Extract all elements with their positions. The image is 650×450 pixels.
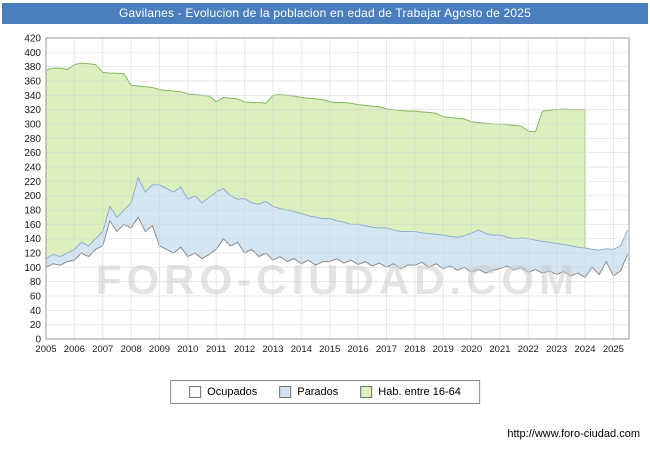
y-tick-label: 400	[24, 48, 41, 59]
y-tick-label: 320	[24, 105, 41, 116]
legend-swatch-hab	[360, 386, 373, 398]
x-tick-label: 2008	[121, 344, 142, 355]
x-tick-label: 2016	[347, 344, 368, 355]
x-tick-label: 2007	[92, 344, 113, 355]
x-tick-label: 2010	[177, 344, 198, 355]
x-tick-label: 2023	[546, 344, 567, 355]
legend-swatch-parados	[279, 386, 292, 398]
y-tick-label: 360	[24, 77, 41, 88]
legend-item-ocupados: Ocupados	[189, 386, 257, 398]
x-tick-label: 2021	[489, 344, 510, 355]
x-tick-label: 2025	[603, 344, 624, 355]
x-tick-label: 2014	[291, 344, 312, 355]
x-tick-label: 2009	[149, 344, 170, 355]
x-tick-label: 2019	[433, 344, 454, 355]
x-tick-label: 2017	[376, 344, 397, 355]
x-tick-label: 2024	[574, 344, 595, 355]
y-tick-label: 20	[30, 320, 42, 331]
y-tick-label: 240	[24, 163, 41, 174]
y-tick-label: 60	[30, 292, 42, 303]
y-tick-label: 80	[30, 277, 42, 288]
y-tick-label: 260	[24, 148, 41, 159]
y-tick-label: 0	[35, 335, 41, 346]
y-tick-label: 380	[24, 62, 41, 73]
legend-item-parados: Parados	[279, 386, 338, 398]
chart-title-bar: Gavilanes - Evolucion de la poblacion en…	[2, 3, 648, 24]
x-tick-label: 2011	[206, 344, 226, 355]
y-tick-label: 140	[24, 234, 41, 245]
watermark-text: FORO-CIUDAD.COM	[96, 256, 579, 303]
y-tick-label: 100	[24, 263, 41, 274]
legend-label-hab: Hab. entre 16-64	[378, 386, 461, 398]
y-tick-label: 420	[24, 34, 41, 45]
x-tick-label: 2020	[461, 344, 482, 355]
x-tick-label: 2013	[262, 344, 283, 355]
y-tick-label: 120	[24, 249, 41, 260]
plot-border	[45, 37, 630, 340]
y-tick-label: 180	[24, 206, 41, 217]
x-tick-label: 2006	[64, 344, 85, 355]
ocupados-line	[45, 216, 629, 279]
y-tick-label: 280	[24, 134, 41, 145]
legend-item-hab: Hab. entre 16-64	[360, 386, 461, 398]
x-tick-label: 2012	[234, 344, 255, 355]
x-tick-label: 2005	[35, 344, 56, 355]
x-tick-label: 2022	[518, 344, 539, 355]
y-tick-label: 200	[24, 191, 41, 202]
x-tick-label: 2018	[404, 344, 425, 355]
chart-legend: Ocupados Parados Hab. entre 16-64	[170, 380, 480, 404]
legend-label-ocupados: Ocupados	[207, 386, 258, 398]
y-tick-label: 40	[30, 306, 42, 317]
x-tick-label: 2015	[319, 344, 340, 355]
y-tick-label: 160	[24, 220, 41, 231]
y-tick-label: 220	[24, 177, 41, 188]
y-tick-label: 300	[24, 120, 41, 131]
legend-swatch-ocupados	[189, 386, 202, 398]
legend-label-parados: Parados	[297, 386, 339, 398]
y-tick-label: 340	[24, 91, 41, 102]
chart-plot: FORO-CIUDAD.COM 0 20 40 60 80 100 120 140 160 180 2…	[24, 34, 630, 355]
ocupados-area	[46, 217, 628, 339]
footer-url: http://www.foro-ciudad.com	[507, 428, 640, 440]
